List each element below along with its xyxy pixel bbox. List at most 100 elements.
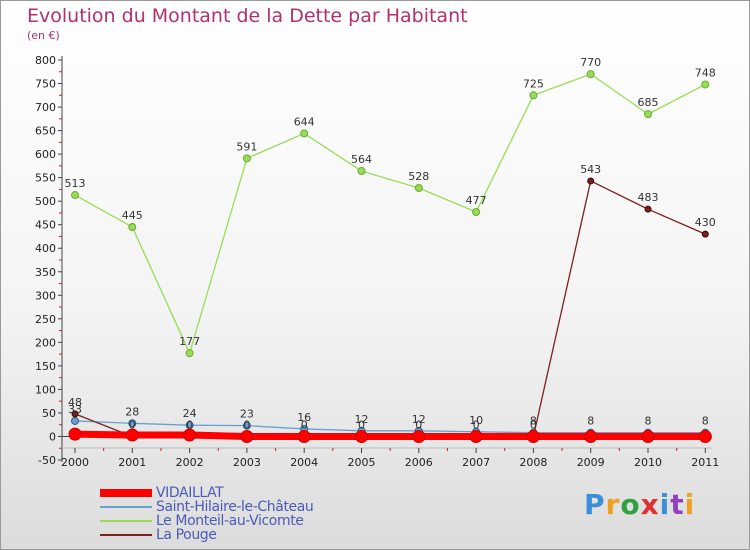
data-point — [586, 70, 595, 79]
data-point — [242, 421, 251, 430]
data-label: 177 — [179, 335, 200, 348]
data-point — [701, 80, 710, 89]
x-tick-label: 2000 — [61, 456, 89, 469]
y-tick-label: 150 — [35, 360, 56, 373]
x-tick-label: 2008 — [519, 456, 547, 469]
y-tick-label: -50 — [38, 454, 56, 467]
data-label: 28 — [125, 405, 139, 418]
data-label: 8 — [530, 415, 537, 428]
data-point — [68, 427, 82, 441]
data-label: 0 — [186, 418, 193, 431]
data-label: 0 — [243, 418, 250, 431]
data-label: 770 — [580, 56, 601, 69]
y-tick-label: 350 — [35, 266, 56, 279]
legend-label: Saint-Hilaire-le-Château — [156, 499, 314, 515]
data-point — [71, 410, 79, 418]
brand-letter: i — [659, 488, 671, 521]
data-label: 477 — [466, 194, 487, 207]
y-tick-label: 650 — [35, 125, 56, 138]
data-label: 644 — [294, 115, 315, 128]
y-tick-label: 200 — [35, 336, 56, 349]
data-point — [412, 429, 426, 443]
data-label: 0 — [301, 418, 308, 431]
y-tick-label: 800 — [35, 54, 56, 67]
data-point — [644, 110, 652, 119]
data-label: 16 — [297, 411, 311, 424]
x-tick-label: 2005 — [348, 456, 376, 469]
data-point — [587, 177, 595, 185]
data-label: 12 — [355, 413, 369, 426]
data-point — [472, 208, 481, 216]
brand-letter: o — [620, 488, 641, 521]
data-point — [300, 129, 309, 138]
legend-swatch — [100, 489, 152, 497]
brand-letter: r — [605, 488, 621, 521]
data-label: 513 — [65, 177, 86, 190]
data-label: 10 — [469, 414, 483, 427]
data-label: 8 — [645, 415, 652, 428]
data-label: 748 — [695, 66, 716, 79]
brand-logo: Proxiti — [584, 488, 695, 521]
data-label: 24 — [183, 407, 197, 420]
legend-label: Le Monteil-au-Vicomte — [156, 513, 304, 529]
y-tick-label: 100 — [35, 383, 56, 396]
data-label: 12 — [412, 413, 426, 426]
data-label: 33 — [68, 403, 82, 416]
data-label: 0 — [358, 418, 365, 431]
data-label: 564 — [351, 153, 372, 166]
data-point — [242, 154, 251, 163]
data-label: 528 — [408, 170, 429, 183]
y-tick-label: 750 — [35, 78, 56, 91]
data-point — [529, 91, 538, 100]
data-point — [355, 429, 368, 443]
legend-item: VIDAILLAT — [100, 486, 313, 500]
y-tick-label: 550 — [35, 172, 56, 185]
x-tick-label: 2002 — [176, 456, 204, 469]
legend-item: La Pouge — [100, 528, 313, 542]
y-tick-label: 450 — [35, 219, 56, 232]
data-point — [584, 429, 598, 443]
x-tick-label: 2010 — [634, 456, 662, 469]
y-tick-label: 700 — [35, 101, 56, 114]
y-tick-label: 0 — [49, 430, 56, 443]
data-label: 685 — [638, 96, 659, 109]
data-point — [641, 429, 655, 443]
x-tick-label: 2011 — [691, 456, 719, 469]
legend-item: Saint-Hilaire-le-Château — [100, 499, 314, 515]
legend-swatch — [100, 534, 152, 536]
data-point — [185, 349, 194, 358]
data-label: 0 — [530, 418, 537, 431]
y-tick-label: 250 — [35, 313, 56, 326]
series-line — [74, 430, 706, 440]
series-line — [74, 420, 706, 434]
data-point — [71, 416, 79, 425]
data-point — [128, 223, 137, 232]
brand-letter: x — [640, 488, 660, 521]
y-tick-label: 400 — [35, 242, 56, 255]
data-point — [183, 428, 197, 442]
x-tick-label: 2003 — [233, 456, 261, 469]
data-label: 0 — [129, 418, 136, 431]
x-tick-label: 2001 — [118, 456, 146, 469]
data-point — [125, 428, 139, 442]
chart-title: Evolution du Montant de la Dette par Hab… — [27, 5, 468, 27]
legend-swatch — [100, 506, 152, 508]
data-point — [240, 429, 254, 443]
brand-letter: t — [670, 488, 685, 521]
data-label: 483 — [638, 191, 659, 204]
data-point — [297, 429, 311, 443]
data-point — [71, 191, 79, 200]
y-tick-label: 300 — [35, 289, 56, 302]
x-tick-label: 2009 — [577, 456, 605, 469]
data-point — [644, 205, 652, 213]
data-label: 445 — [122, 209, 143, 222]
legend: VIDAILLAT Saint-Hilaire-le-Château Le Mont… — [100, 486, 314, 542]
legend-item: Le Monteil-au-Vicomte — [100, 514, 313, 528]
brand-letter: P — [584, 488, 606, 521]
data-label: 430 — [695, 216, 716, 229]
data-label: 0 — [473, 418, 480, 431]
chart-unit: (en €) — [27, 29, 60, 42]
data-point — [526, 429, 540, 443]
